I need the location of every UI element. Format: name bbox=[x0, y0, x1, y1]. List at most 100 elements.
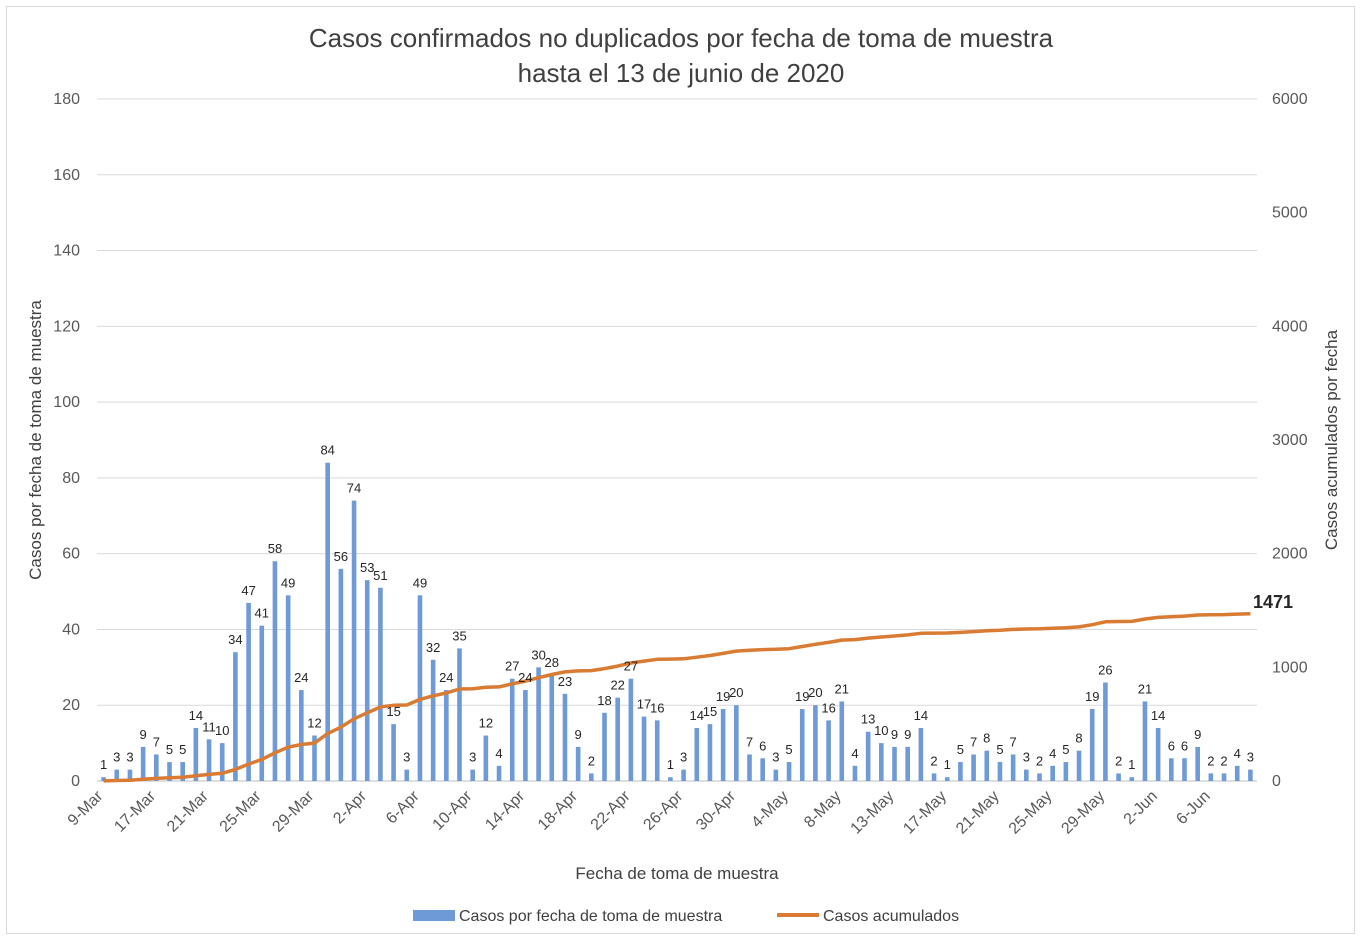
bar-data-label: 3 bbox=[113, 750, 120, 765]
legend-bar-label: Casos por fecha de toma de muestra bbox=[459, 908, 722, 925]
left-tick-label: 100 bbox=[53, 394, 80, 411]
legend-line-label: Casos acumulados bbox=[823, 908, 959, 925]
x-tick-label: 21-May bbox=[953, 788, 1003, 838]
left-tick-label: 40 bbox=[62, 621, 80, 638]
line-series bbox=[103, 612, 1251, 783]
bar-data-label: 12 bbox=[479, 716, 493, 731]
bar-data-label: 9 bbox=[1194, 727, 1201, 742]
bar bbox=[417, 595, 423, 781]
bar-data-label: 5 bbox=[957, 742, 964, 757]
x-tick-label: 21-Mar bbox=[164, 787, 212, 835]
chart-title-line-2: hasta el 13 de junio de 2020 bbox=[518, 58, 845, 88]
bar-data-label: 53 bbox=[360, 560, 374, 575]
left-tick-label: 20 bbox=[62, 697, 80, 714]
bar bbox=[562, 693, 568, 781]
bar-data-label: 41 bbox=[255, 606, 269, 621]
bar-data-label: 14 bbox=[914, 708, 928, 723]
bar-data-label: 23 bbox=[558, 674, 572, 689]
bar bbox=[378, 587, 383, 781]
right-tick-label: 1000 bbox=[1272, 659, 1308, 676]
bar-data-label: 1 bbox=[944, 757, 951, 772]
bar-data-label: 20 bbox=[808, 685, 822, 700]
bar-data-label: 2 bbox=[930, 753, 937, 768]
bar bbox=[140, 746, 146, 781]
bar bbox=[773, 769, 779, 781]
bar-data-label: 18 bbox=[597, 693, 611, 708]
x-tick-label: 25-May bbox=[1006, 788, 1056, 838]
right-tick-label: 0 bbox=[1272, 773, 1281, 790]
bar-series bbox=[101, 462, 1253, 781]
x-tick-label: 29-Mar bbox=[269, 787, 317, 835]
bar bbox=[1050, 765, 1055, 781]
gridlines bbox=[97, 98, 1257, 782]
x-tick-label: 4-May bbox=[748, 788, 791, 831]
bar bbox=[852, 765, 858, 781]
bar bbox=[1234, 765, 1240, 781]
bar-data-label: 2 bbox=[1036, 753, 1043, 768]
right-tick-label: 4000 bbox=[1272, 318, 1308, 335]
bar-data-label: 16 bbox=[650, 700, 664, 715]
left-tick-label: 140 bbox=[53, 243, 80, 260]
right-tick-label: 6000 bbox=[1272, 91, 1308, 108]
bar-data-label: 2 bbox=[1115, 753, 1122, 768]
bar bbox=[457, 648, 462, 781]
bar bbox=[1169, 758, 1174, 781]
bar bbox=[127, 769, 133, 781]
x-tick-label: 18-Apr bbox=[535, 787, 581, 833]
bar bbox=[206, 739, 212, 781]
bar bbox=[839, 701, 845, 781]
legend-bar-swatch bbox=[413, 910, 455, 921]
bar-data-label: 10 bbox=[874, 723, 888, 738]
bar-data-label: 11 bbox=[202, 719, 216, 734]
bar-data-label: 1 bbox=[100, 757, 107, 772]
bar bbox=[101, 777, 106, 781]
bar bbox=[720, 709, 726, 781]
bar-data-label: 9 bbox=[904, 727, 911, 742]
bar bbox=[826, 720, 831, 781]
bar bbox=[1063, 762, 1069, 781]
bar bbox=[865, 731, 871, 781]
left-tick-label: 120 bbox=[53, 318, 80, 335]
bar-data-label: 12 bbox=[307, 716, 321, 731]
bar-data-label: 21 bbox=[1138, 681, 1152, 696]
bar bbox=[654, 720, 660, 781]
bar bbox=[602, 712, 607, 781]
x-tick-label: 9-Mar bbox=[65, 787, 107, 829]
bar-data-label: 19 bbox=[795, 689, 809, 704]
bar-data-label: 56 bbox=[334, 549, 348, 564]
left-tick-label: 60 bbox=[62, 546, 80, 563]
bar-data-label: 47 bbox=[241, 583, 255, 598]
x-tick-label: 30-Apr bbox=[693, 787, 739, 833]
bar-data-label: 4 bbox=[495, 746, 502, 761]
bar bbox=[984, 750, 990, 781]
bar-data-label: 7 bbox=[746, 734, 753, 749]
bar-data-label: 2 bbox=[1207, 753, 1214, 768]
bar bbox=[351, 500, 357, 781]
bar bbox=[246, 602, 251, 781]
cumulative-end-label: 1471 bbox=[1253, 592, 1293, 612]
right-tick-label: 5000 bbox=[1272, 205, 1308, 222]
bar bbox=[496, 765, 502, 781]
x-tick-label: 10-Apr bbox=[430, 787, 476, 833]
bar bbox=[180, 762, 185, 781]
bar-data-label: 28 bbox=[545, 655, 559, 670]
bar bbox=[1182, 758, 1187, 781]
bar-data-label: 4 bbox=[851, 746, 858, 761]
left-tick-label: 180 bbox=[53, 91, 80, 108]
x-tick-label: 17-May bbox=[900, 788, 950, 838]
bar-data-label: 84 bbox=[320, 443, 334, 458]
bar bbox=[1103, 682, 1108, 781]
bar bbox=[444, 690, 449, 781]
bar-data-label: 5 bbox=[179, 742, 186, 757]
bar-data-label: 26 bbox=[1098, 662, 1112, 677]
bar-data-label: 14 bbox=[189, 708, 203, 723]
bar bbox=[799, 709, 805, 781]
bar-data-label: 24 bbox=[518, 670, 532, 685]
left-tick-label: 80 bbox=[62, 470, 80, 487]
bar bbox=[233, 652, 238, 781]
bar-data-label: 19 bbox=[716, 689, 730, 704]
bar bbox=[272, 561, 278, 781]
bar bbox=[404, 769, 410, 781]
bar-data-label: 15 bbox=[386, 704, 400, 719]
bar-data-label: 27 bbox=[624, 659, 638, 674]
